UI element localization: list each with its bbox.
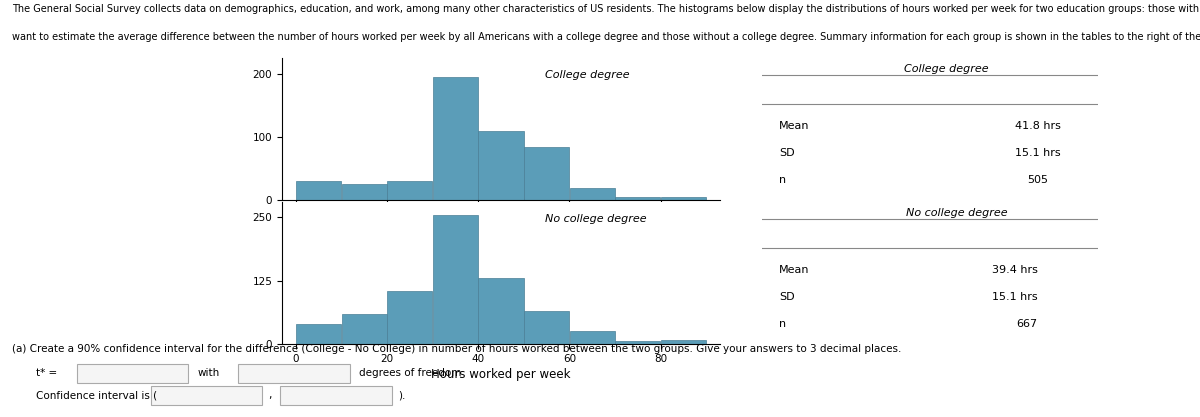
Text: College degree: College degree xyxy=(905,64,989,74)
Text: 15.1 hrs: 15.1 hrs xyxy=(992,292,1038,302)
Text: SD: SD xyxy=(779,292,794,302)
Bar xyxy=(388,181,432,200)
Text: t* =: t* = xyxy=(36,368,56,378)
Bar xyxy=(433,215,478,344)
Bar xyxy=(524,147,569,200)
Text: College degree: College degree xyxy=(545,70,630,80)
FancyBboxPatch shape xyxy=(280,386,392,405)
FancyBboxPatch shape xyxy=(77,364,188,384)
Bar xyxy=(342,314,386,344)
Bar xyxy=(616,197,660,200)
Text: 667: 667 xyxy=(1016,319,1038,329)
FancyBboxPatch shape xyxy=(238,364,349,384)
Bar xyxy=(661,340,706,344)
Bar xyxy=(433,77,478,200)
Text: The General Social Survey collects data on demographics, education, and work, am: The General Social Survey collects data … xyxy=(12,4,1200,14)
Bar xyxy=(616,342,660,344)
Bar xyxy=(342,184,386,200)
Bar xyxy=(479,131,523,200)
Text: Mean: Mean xyxy=(779,121,809,131)
Bar xyxy=(661,197,706,200)
Text: n: n xyxy=(779,319,786,329)
Bar xyxy=(570,188,614,200)
Text: (a) Create a 90% confidence interval for the difference (College - No College) i: (a) Create a 90% confidence interval for… xyxy=(12,344,901,354)
Text: ,: , xyxy=(269,390,271,400)
Bar xyxy=(524,311,569,344)
Bar xyxy=(479,278,523,344)
Bar xyxy=(570,332,614,344)
Text: SD: SD xyxy=(779,148,794,158)
X-axis label: Hours worked per week: Hours worked per week xyxy=(431,368,571,381)
FancyBboxPatch shape xyxy=(151,386,263,405)
Text: No college degree: No college degree xyxy=(545,214,647,224)
Text: 15.1 hrs: 15.1 hrs xyxy=(1015,148,1061,158)
Text: No college degree: No college degree xyxy=(906,208,1008,218)
Text: with: with xyxy=(198,368,220,378)
Text: want to estimate the average difference between the number of hours worked per w: want to estimate the average difference … xyxy=(12,32,1200,42)
Bar xyxy=(388,291,432,344)
Text: 41.8 hrs: 41.8 hrs xyxy=(1014,121,1061,131)
Text: Mean: Mean xyxy=(779,265,809,275)
Text: n: n xyxy=(779,175,786,185)
Text: 39.4 hrs: 39.4 hrs xyxy=(991,265,1038,275)
Text: 505: 505 xyxy=(1027,175,1048,185)
Bar xyxy=(296,324,341,344)
Text: degrees of freedom: degrees of freedom xyxy=(359,368,461,378)
Text: Confidence interval is (: Confidence interval is ( xyxy=(36,390,157,400)
Bar xyxy=(296,181,341,200)
Text: ).: ). xyxy=(397,390,406,400)
